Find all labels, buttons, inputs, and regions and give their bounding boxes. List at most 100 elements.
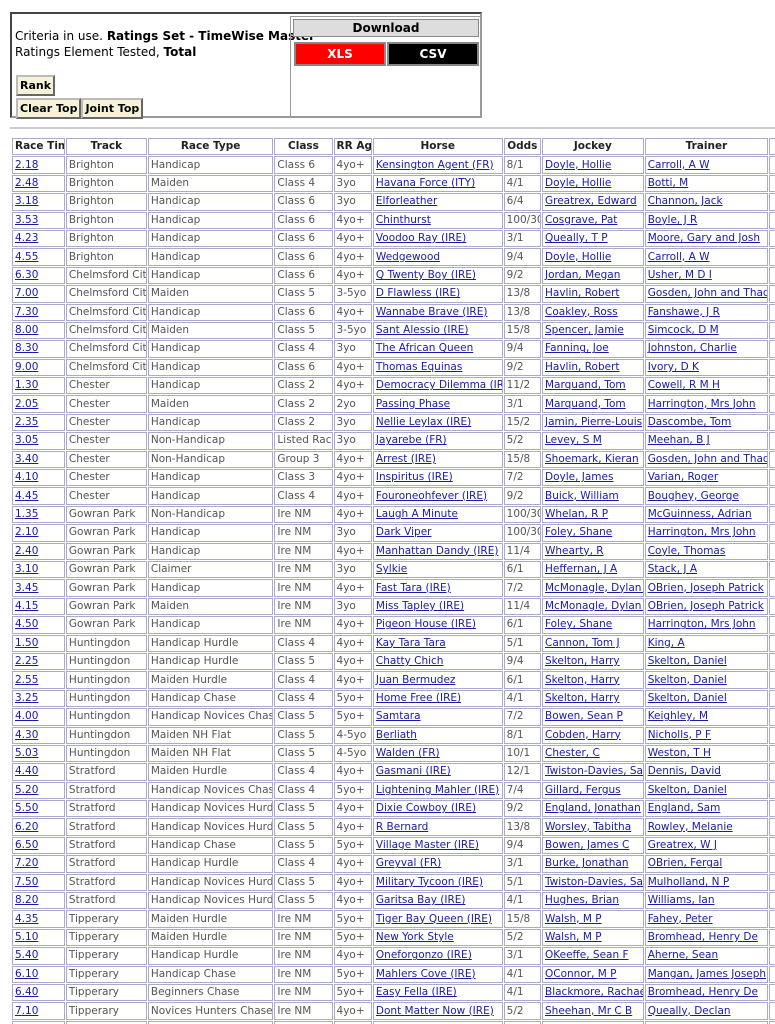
race-time-link[interactable]: 4.15 xyxy=(15,599,39,612)
jockey-link[interactable]: Greatrex, Edward xyxy=(545,195,637,208)
trainer-link[interactable]: Boughey, George xyxy=(647,489,739,502)
trainer-link[interactable]: Queally, Declan xyxy=(647,1004,731,1017)
jockey-link[interactable]: OConnor, M P xyxy=(545,967,617,980)
horse-link[interactable]: Fast Tara (IRE) xyxy=(375,581,451,594)
horse-link[interactable]: Laugh A Minute xyxy=(375,508,458,520)
race-time-link[interactable]: 4.50 xyxy=(15,618,39,631)
trainer-link[interactable]: Mangan, James Joseph xyxy=(647,967,767,980)
trainer-link[interactable]: Bromhead, Henry De xyxy=(647,986,758,999)
trainer-link[interactable]: England, Sam xyxy=(647,802,721,815)
trainer-link[interactable]: Dennis, David xyxy=(647,765,721,778)
horse-link[interactable]: Gasmani (IRE) xyxy=(375,765,451,778)
horse-link[interactable]: Sant Alessio (IRE) xyxy=(375,324,469,337)
race-time-link[interactable]: 6.30 xyxy=(15,268,39,281)
race-time-link[interactable]: 3.40 xyxy=(15,452,39,465)
horse-link[interactable]: Democracy Dilemma (IRE) xyxy=(375,379,503,392)
horse-link[interactable]: R Bernard xyxy=(375,820,429,833)
horse-link[interactable]: Walden (FR) xyxy=(375,747,440,760)
jockey-link[interactable]: Worsley, Tabitha xyxy=(545,820,632,833)
horse-link[interactable]: Easy Fella (IRE) xyxy=(375,986,457,999)
trainer-link[interactable]: Aherne, Sean xyxy=(647,949,719,962)
jockey-link[interactable]: Havlin, Robert xyxy=(545,287,620,300)
trainer-link[interactable]: Skelton, Daniel xyxy=(647,691,727,704)
jockey-link[interactable]: Doyle, Hollie xyxy=(545,176,612,189)
jockey-link[interactable]: Shoemark, Kieran xyxy=(545,452,639,465)
jockey-link[interactable]: Skelton, Harry xyxy=(545,691,620,704)
race-time-link[interactable]: 4.55 xyxy=(15,250,39,263)
trainer-link[interactable]: Simcock, D M xyxy=(647,324,719,337)
race-time-link[interactable]: 7.50 xyxy=(15,875,39,888)
jockey-link[interactable]: Skelton, Harry xyxy=(545,673,620,686)
race-time-link[interactable]: 7.30 xyxy=(15,305,39,318)
trainer-link[interactable]: Skelton, Daniel xyxy=(647,655,727,668)
jockey-link[interactable]: Cannon, Tom J xyxy=(545,636,620,649)
horse-link[interactable]: Kay Tara Tara xyxy=(375,636,446,649)
horse-link[interactable]: Havana Force (ITY) xyxy=(375,176,476,189)
jockey-link[interactable]: England, Jonathan xyxy=(545,802,641,815)
race-time-link[interactable]: 7.00 xyxy=(15,287,39,300)
race-time-link[interactable]: 8.20 xyxy=(15,894,39,907)
jockey-link[interactable]: Bowen, James C xyxy=(545,839,630,852)
trainer-link[interactable]: Carroll, A W xyxy=(647,250,710,263)
trainer-link[interactable]: OBrien, Fergal xyxy=(647,857,723,870)
jockey-link[interactable]: Twiston-Davies, Sam xyxy=(545,765,644,778)
race-time-link[interactable]: 4.00 xyxy=(15,710,39,723)
horse-link[interactable]: Ma Bess (IRE) xyxy=(376,1023,448,1024)
jockey-link[interactable]: McMonagle, Dylan B xyxy=(545,599,644,612)
jockey-link[interactable]: Havlin, Robert xyxy=(545,360,620,373)
horse-link[interactable]: Q Twenty Boy (IRE) xyxy=(375,268,476,281)
trainer-link[interactable]: Stack, J A xyxy=(647,563,698,576)
trainer-link[interactable]: Fahey, Peter xyxy=(647,912,713,925)
trainer-link[interactable]: Rowley, Melanie xyxy=(647,820,733,833)
xls-button[interactable]: XLS xyxy=(294,42,386,66)
trainer-link[interactable]: Coyle, Thomas xyxy=(647,544,726,557)
race-time-link[interactable]: 5.50 xyxy=(15,802,39,815)
trainer-link[interactable]: Harrington, Mrs John xyxy=(647,397,756,410)
race-time-link[interactable]: 1.50 xyxy=(15,636,39,649)
horse-link[interactable]: Home Free (IRE) xyxy=(375,691,462,704)
trainer-link[interactable]: Williams, Ian xyxy=(647,894,715,907)
horse-link[interactable]: Oneforgonzo (IRE) xyxy=(375,949,472,962)
race-time-link[interactable]: 7.20 xyxy=(15,857,39,870)
trainer-link[interactable]: Skelton, Daniel xyxy=(647,673,727,686)
horse-link[interactable]: Nellie Leylax (IRE) xyxy=(375,416,472,429)
race-time-link[interactable]: 3.53 xyxy=(15,213,39,226)
jockey-link[interactable]: Skelton, Harry xyxy=(545,655,620,668)
trainer-link[interactable]: Gosden, John and Thady xyxy=(647,452,769,465)
trainer-link[interactable]: Dascombe, Tom xyxy=(647,416,732,429)
jockey-link[interactable]: Fanning, Joe xyxy=(545,342,609,355)
trainer-link[interactable]: Usher, M D I xyxy=(647,268,712,281)
trainer-link[interactable]: Weston, T H xyxy=(647,747,711,760)
trainer-link[interactable]: Keighley, M xyxy=(647,710,709,723)
race-time-link[interactable]: 4.23 xyxy=(15,232,39,245)
trainer-link[interactable]: Harrington, Mrs John xyxy=(647,526,756,539)
race-time-link[interactable]: 8.30 xyxy=(15,342,39,355)
race-time-link[interactable]: 3.18 xyxy=(15,195,39,208)
jockey-link[interactable]: Coakley, Ross xyxy=(545,305,618,318)
jockey-link[interactable]: Sheehan, Mr C B xyxy=(545,1004,633,1017)
trainer-link[interactable]: Mulholland, N P xyxy=(647,875,730,888)
horse-link[interactable]: New York Style xyxy=(375,930,454,943)
horse-link[interactable]: Dont Matter Now (IRE) xyxy=(375,1004,494,1017)
jockey-link[interactable]: Marquand, Tom xyxy=(545,379,626,392)
horse-link[interactable]: Passing Phase xyxy=(375,397,451,410)
trainer-link[interactable]: Boyle, J R xyxy=(647,213,698,226)
horse-link[interactable]: Arrest (IRE) xyxy=(375,452,436,465)
csv-button[interactable]: CSV xyxy=(387,42,479,66)
jockey-link[interactable]: Buick, William xyxy=(545,489,619,502)
race-time-link[interactable]: 6.20 xyxy=(15,820,39,833)
trainer-link[interactable]: Ivory, D K xyxy=(647,360,699,373)
trainer-link[interactable]: Harrington, Mrs John xyxy=(647,618,756,631)
race-time-link[interactable]: 3.45 xyxy=(15,581,39,594)
jockey-link[interactable]: Whelan, R P xyxy=(545,508,609,520)
race-time-link[interactable]: 4.30 xyxy=(15,728,39,741)
race-time-link[interactable]: 3.05 xyxy=(15,434,39,447)
rank-button[interactable]: Rank xyxy=(16,75,56,96)
jockey-link[interactable]: Cobden, Harry xyxy=(545,728,621,741)
jockey-link[interactable]: Queally, T P xyxy=(545,232,608,245)
race-time-link[interactable]: 6.10 xyxy=(15,967,39,980)
jockey-link[interactable]: Heffernan, J A xyxy=(545,563,618,576)
clear-top-button[interactable]: Clear Top xyxy=(16,98,82,119)
jockey-link[interactable]: Cosgrave, Pat xyxy=(545,213,618,226)
trainer-link[interactable]: Cowell, R M H xyxy=(647,379,720,392)
